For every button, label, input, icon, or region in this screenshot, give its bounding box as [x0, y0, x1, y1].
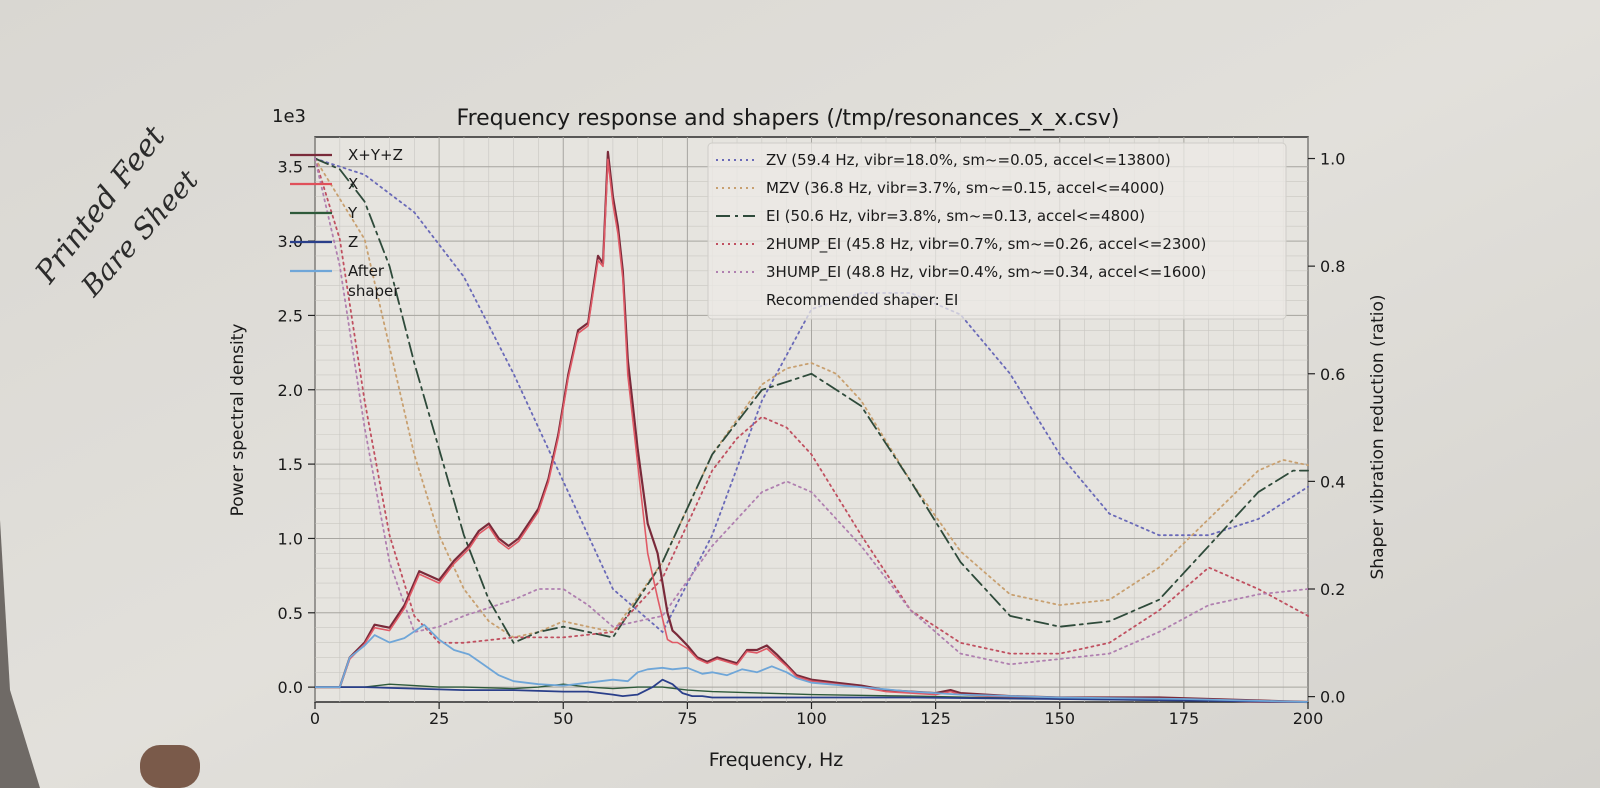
- legend-label: After: [348, 262, 385, 280]
- legend-label: EI (50.6 Hz, vibr=3.8%, sm~=0.13, accel<…: [766, 207, 1145, 225]
- psd-curves: [315, 150, 1309, 704]
- y-tick-label: 0.5: [278, 604, 303, 623]
- x-tick-label: 75: [677, 709, 697, 728]
- y2-tick-label: 0.4: [1320, 472, 1345, 491]
- finger-shadow: [140, 745, 200, 788]
- x-axis-label: Frequency, Hz: [709, 749, 844, 771]
- y2-tick-label: 0.8: [1320, 257, 1345, 276]
- x-tick-label: 125: [920, 709, 951, 728]
- legend-label: X+Y+Z: [348, 146, 403, 164]
- shaper-line-3hump-ei: [314, 157, 1309, 666]
- y2-axis-label: Shaper vibration reduction (ratio): [1368, 295, 1388, 580]
- x-tick-label: 50: [553, 709, 573, 728]
- y2-tick-label: 0.0: [1320, 688, 1345, 707]
- y-tick-label: 2.0: [278, 381, 303, 400]
- legend-label: Z: [348, 233, 358, 251]
- legend-label: MZV (36.8 Hz, vibr=3.7%, sm~=0.15, accel…: [766, 179, 1165, 197]
- x-tick-label: 200: [1293, 709, 1324, 728]
- x-tick-label: 0: [310, 709, 320, 728]
- shaper-line-2hump-ei: [314, 157, 1309, 655]
- legend-right: ZV (59.4 Hz, vibr=18.0%, sm~=0.05, accel…: [707, 142, 1287, 320]
- x-tick-label: 100: [796, 709, 827, 728]
- legend-left: X+Y+Z XYZ After shaper: [290, 146, 403, 300]
- x-tick-label: 175: [1169, 709, 1200, 728]
- y2-tick-label: 0.2: [1320, 580, 1345, 599]
- y-tick-label: 1.0: [278, 529, 303, 548]
- legend-label: 3HUMP_EI (48.8 Hz, vibr=0.4%, sm~=0.34, …: [766, 263, 1206, 282]
- major-grid: [314, 137, 1309, 702]
- legend-label: ZV (59.4 Hz, vibr=18.0%, sm~=0.05, accel…: [766, 151, 1171, 169]
- handwritten-note: Printed Feet Bare Sheet: [28, 119, 205, 300]
- y2-tick-label: 0.6: [1320, 365, 1345, 384]
- y-tick-label: 0.0: [278, 678, 303, 697]
- x-tick-label: 150: [1044, 709, 1075, 728]
- y2-axis-ticks: 0.0 0.2 0.4 0.6 0.8 1.0: [1308, 150, 1345, 707]
- y-tick-label: 1.5: [278, 455, 303, 474]
- legend-right-box: [707, 142, 1287, 320]
- legend-label: Y: [347, 204, 358, 222]
- recommended-shaper-note: Recommended shaper: EI: [766, 291, 958, 309]
- y-axis-label: Power spectral density: [228, 324, 248, 517]
- y-tick-label: 3.5: [278, 158, 303, 177]
- psd-line-z: [315, 678, 1309, 703]
- psd-line-after-shaper: [315, 623, 1309, 703]
- y-tick-label: 2.5: [278, 306, 303, 325]
- legend-label: X: [348, 175, 358, 193]
- psd-line-x: [315, 158, 1308, 703]
- legend-label: shaper: [348, 282, 400, 300]
- x-tick-label: 25: [429, 709, 449, 728]
- y-offset-label: 1e3: [272, 106, 306, 127]
- chart-title: Frequency response and shapers (/tmp/res…: [457, 106, 1120, 131]
- shaper-line-ei: [314, 157, 1309, 644]
- legend-label: 2HUMP_EI (45.8 Hz, vibr=0.7%, sm~=0.26, …: [766, 235, 1206, 254]
- y2-tick-label: 1.0: [1320, 150, 1345, 169]
- frequency-response-chart: 0 25 50 75 100 125 150 175 200 0.0 0.5 1.0 1.5 2.0 2.…: [228, 106, 1388, 771]
- psd-line-y: [315, 683, 1309, 703]
- shaper-line-mzv: [314, 157, 1309, 639]
- x-axis-ticks: 0 25 50 75 100 125 150 175 200: [310, 702, 1323, 728]
